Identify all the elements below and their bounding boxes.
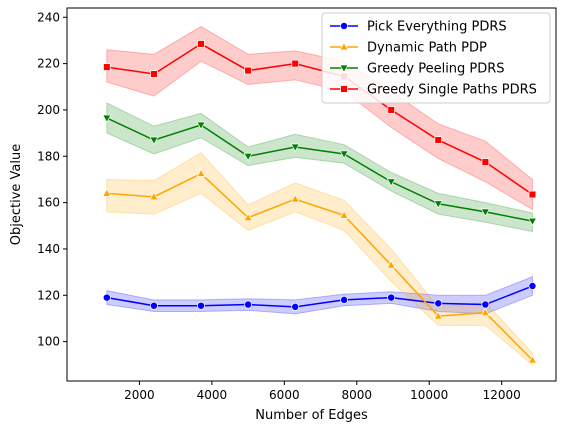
x-tick-label: 6000: [269, 388, 300, 402]
legend-label-dynamic-path-pdp: Dynamic Path PDP: [367, 41, 487, 56]
point-greedy-peeling-pdrs: [433, 200, 443, 209]
x-axis-label: Number of Edges: [255, 408, 368, 423]
y-axis-ticks: 100 120 140 160 180 200 220 240: [37, 10, 67, 349]
legend-box: [321, 12, 551, 104]
y-tick-label: 180: [37, 149, 60, 163]
point-greedy-single-paths-pdrs: [244, 66, 252, 75]
y-tick-label: 100: [37, 335, 60, 349]
point-dynamic-path-pdp: [290, 194, 300, 203]
point-pick-everything-pdrs: [340, 295, 349, 304]
point-pick-everything-pdrs: [291, 302, 300, 311]
point-pick-everything-pdrs: [434, 299, 443, 308]
point-pick-everything-pdrs: [528, 282, 537, 290]
y-axis-label: Objective Value: [9, 144, 24, 245]
point-greedy-peeling-pdrs: [243, 152, 253, 162]
point-greedy-peeling-pdrs: [290, 143, 300, 152]
x-tick-label: 8000: [342, 388, 373, 402]
point-greedy-single-paths-pdrs: [434, 136, 443, 144]
x-tick-label: 2000: [124, 388, 155, 402]
point-pick-everything-pdrs: [197, 301, 205, 310]
legend-marker-greedy-peeling-pdrs: [339, 64, 349, 73]
legend: Pick Everything PDRS Dynamic Path PDP Gree…: [321, 12, 551, 104]
y-tick-label: 160: [37, 196, 60, 210]
point-dynamic-path-pdp: [480, 307, 490, 317]
point-dynamic-path-pdp: [433, 311, 443, 320]
y-tick-label: 240: [37, 10, 60, 24]
point-greedy-single-paths-pdrs: [291, 59, 299, 68]
point-pick-everything-pdrs: [387, 293, 396, 302]
point-pick-everything-pdrs: [481, 300, 490, 309]
point-greedy-single-paths-pdrs: [150, 70, 158, 78]
band-pick-everything-pdrs: [106, 276, 533, 315]
y-tick-label: 220: [37, 57, 60, 71]
point-pick-everything-pdrs: [244, 300, 253, 309]
legend-label-pick-everything-pdrs: Pick Everything PDRS: [367, 20, 507, 35]
point-dynamic-path-pdp: [149, 191, 159, 201]
legend-label-greedy-single-paths-pdrs: Greedy Single Paths PDRS: [367, 83, 537, 98]
point-pick-everything-pdrs: [149, 301, 158, 310]
point-pick-everything-pdrs: [102, 293, 111, 302]
point-greedy-single-paths-pdrs: [387, 106, 395, 114]
legend-label-greedy-peeling-pdrs: Greedy Peeling PDRS: [367, 62, 505, 77]
point-greedy-peeling-pdrs: [149, 136, 159, 145]
legend-marker-dynamic-path-pdp: [339, 42, 349, 51]
point-greedy-peeling-pdrs: [527, 217, 538, 227]
point-greedy-peeling-pdrs: [102, 114, 112, 123]
line-greedy-peeling-pdrs: [106, 117, 533, 222]
legend-marker-greedy-single-paths-pdrs: [340, 85, 348, 93]
band-greedy-peeling-pdrs: [106, 102, 533, 233]
point-greedy-peeling-pdrs: [196, 121, 206, 130]
y-tick-label: 200: [37, 103, 60, 117]
point-greedy-single-paths-pdrs: [481, 158, 490, 166]
point-greedy-single-paths-pdrs: [103, 63, 111, 71]
legend-marker-pick-everything-pdrs: [340, 22, 348, 30]
point-greedy-single-paths-pdrs: [197, 40, 205, 48]
y-tick-label: 120: [37, 288, 60, 302]
point-dynamic-path-pdp: [243, 212, 253, 222]
point-greedy-peeling-pdrs: [480, 208, 490, 217]
x-tick-label: 10000: [410, 388, 448, 402]
plot-frame: [66, 7, 557, 382]
line-dynamic-path-pdp: [106, 172, 533, 361]
point-dynamic-path-pdp: [196, 168, 206, 177]
line-pick-everything-pdrs: [106, 285, 533, 308]
point-greedy-peeling-pdrs: [386, 178, 396, 187]
point-greedy-peeling-pdrs: [339, 150, 349, 159]
point-dynamic-path-pdp: [339, 210, 349, 219]
point-dynamic-path-pdp: [527, 355, 538, 364]
x-axis-ticks: 2000 4000 6000 8000 10000 12000: [124, 381, 521, 402]
band-greedy-single-paths-pdrs: [106, 25, 533, 211]
x-tick-label: 4000: [197, 388, 228, 402]
line-greedy-single-paths-pdrs: [106, 43, 533, 196]
series-markers: [102, 40, 538, 364]
point-dynamic-path-pdp: [102, 188, 112, 197]
series-lines: [106, 43, 533, 361]
point-dynamic-path-pdp: [386, 260, 396, 269]
confidence-bands: [106, 25, 533, 366]
band-dynamic-path-pdp: [106, 152, 533, 366]
point-greedy-single-paths-pdrs: [528, 190, 537, 199]
x-tick-label: 12000: [483, 388, 521, 402]
y-tick-label: 140: [37, 242, 60, 256]
